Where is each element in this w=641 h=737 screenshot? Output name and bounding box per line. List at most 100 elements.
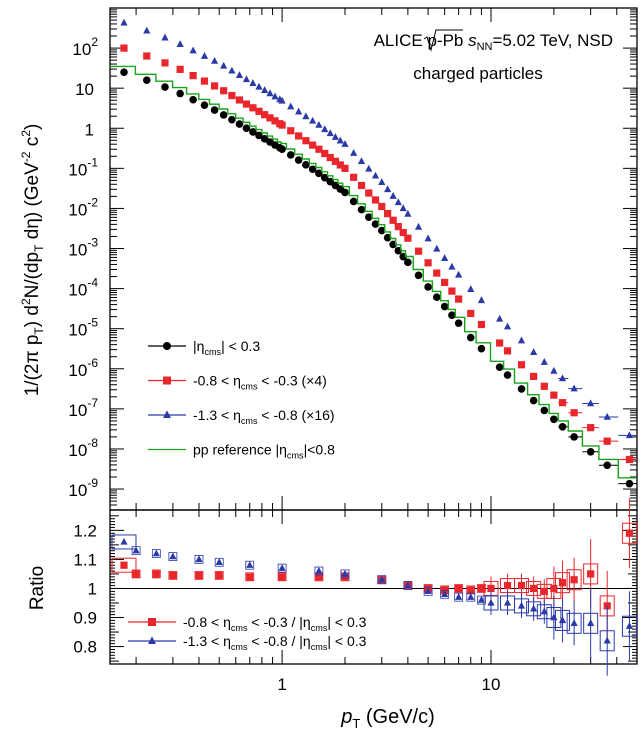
data-point (161, 59, 169, 67)
legend-label: -0.8 < ηcms < -0.3 / |ηcms| < 0.3 (183, 614, 367, 633)
data-point (477, 296, 486, 304)
main-y-axis-label: 1/(2π pT) d2N/(dpT dη) (GeV-2 c2) (19, 124, 46, 397)
legend-label: -1.3 < ηcms < -0.8 / |ηcms| < 0.3 (183, 633, 367, 652)
data-point (320, 173, 329, 182)
legend-label: -0.8 < ηcms < -0.3 (×4) (193, 373, 327, 392)
data-point (220, 61, 228, 69)
data-point (586, 447, 595, 456)
data-point (271, 92, 279, 100)
data-point (235, 71, 244, 79)
data-point (228, 66, 236, 74)
data-point (249, 79, 257, 87)
data-point (503, 322, 512, 330)
main-series-layer (110, 18, 637, 488)
data-point (625, 455, 634, 464)
data-point (603, 461, 611, 470)
series-eta03 (120, 68, 637, 488)
data-point (550, 366, 558, 374)
data-point (558, 399, 567, 407)
data-point (424, 587, 432, 595)
data-point (271, 117, 279, 125)
data-point (294, 156, 303, 164)
ratio-series-layer (111, 498, 637, 676)
legend-label: -1.3 < ηcms < -0.8 (×16) (193, 407, 335, 426)
legend-marker (148, 636, 156, 644)
data-point (558, 374, 567, 382)
data-point (261, 111, 269, 119)
data-point (424, 259, 432, 267)
syst-box (194, 570, 204, 580)
data-point (295, 132, 303, 140)
data-point (587, 619, 595, 627)
data-point (176, 40, 184, 48)
plot-title-line2: charged particles (413, 64, 542, 83)
data-point (371, 196, 380, 204)
data-point (477, 320, 486, 329)
data-point (302, 137, 310, 145)
data-point (210, 82, 219, 90)
y-tick-label: 0.9 (73, 609, 97, 628)
data-point (503, 598, 512, 606)
ratio-y-axis-label: Ratio (27, 566, 48, 610)
data-point (625, 431, 634, 439)
sqrt-symbol (423, 29, 463, 52)
data-point (529, 396, 538, 405)
data-point (477, 584, 486, 593)
data-point (503, 347, 512, 355)
data-point (295, 107, 303, 115)
data-point (215, 558, 223, 566)
data-point (424, 283, 432, 291)
data-point (517, 336, 526, 344)
data-point (394, 222, 402, 231)
syst-box (111, 557, 137, 573)
data-point (558, 616, 567, 624)
data-point (350, 173, 358, 181)
data-point (235, 120, 244, 128)
data-point (176, 65, 184, 73)
data-point (384, 185, 392, 193)
main-axis-ticks (110, 7, 638, 511)
data-point (625, 529, 634, 537)
data-point (530, 348, 538, 355)
data-point (286, 151, 295, 159)
data-point (350, 149, 358, 156)
data-point (255, 82, 263, 90)
data-point (200, 77, 209, 85)
data-point (558, 579, 567, 587)
data-point (228, 115, 236, 124)
syst-box (277, 572, 287, 582)
data-point (378, 178, 386, 186)
ratio-plot-frame (109, 509, 638, 665)
data-point (603, 412, 611, 420)
data-point (142, 76, 151, 84)
data-point (266, 89, 274, 97)
data-point (169, 571, 177, 579)
data-point (570, 619, 578, 627)
data-point (371, 171, 380, 179)
data-point (261, 86, 269, 94)
y-tick-label: 10 (75, 80, 94, 99)
syst-box (131, 569, 141, 579)
data-point (357, 181, 366, 190)
data-point (302, 112, 310, 120)
data-point (441, 590, 449, 597)
legend-entry-eta08_03: -0.8 < ηcms < -0.3 (×4) (148, 373, 327, 392)
data-point (287, 127, 295, 135)
syst-box (151, 569, 161, 579)
data-point (255, 131, 263, 140)
data-point (341, 569, 349, 577)
main-plot-frame (109, 7, 638, 511)
data-point (321, 125, 329, 133)
data-point (357, 205, 366, 214)
syst-box (168, 570, 178, 580)
data-point (441, 278, 449, 287)
data-point (467, 586, 475, 594)
data-point (315, 120, 323, 128)
legend-entry-ratio_08_03: -0.8 < ηcms < -0.3 / |ηcms| < 0.3 (128, 614, 367, 633)
data-point (255, 107, 263, 115)
data-point (487, 598, 495, 606)
data-point (414, 271, 423, 280)
data-point (215, 571, 223, 579)
data-point (341, 573, 349, 581)
data-point (433, 244, 441, 252)
